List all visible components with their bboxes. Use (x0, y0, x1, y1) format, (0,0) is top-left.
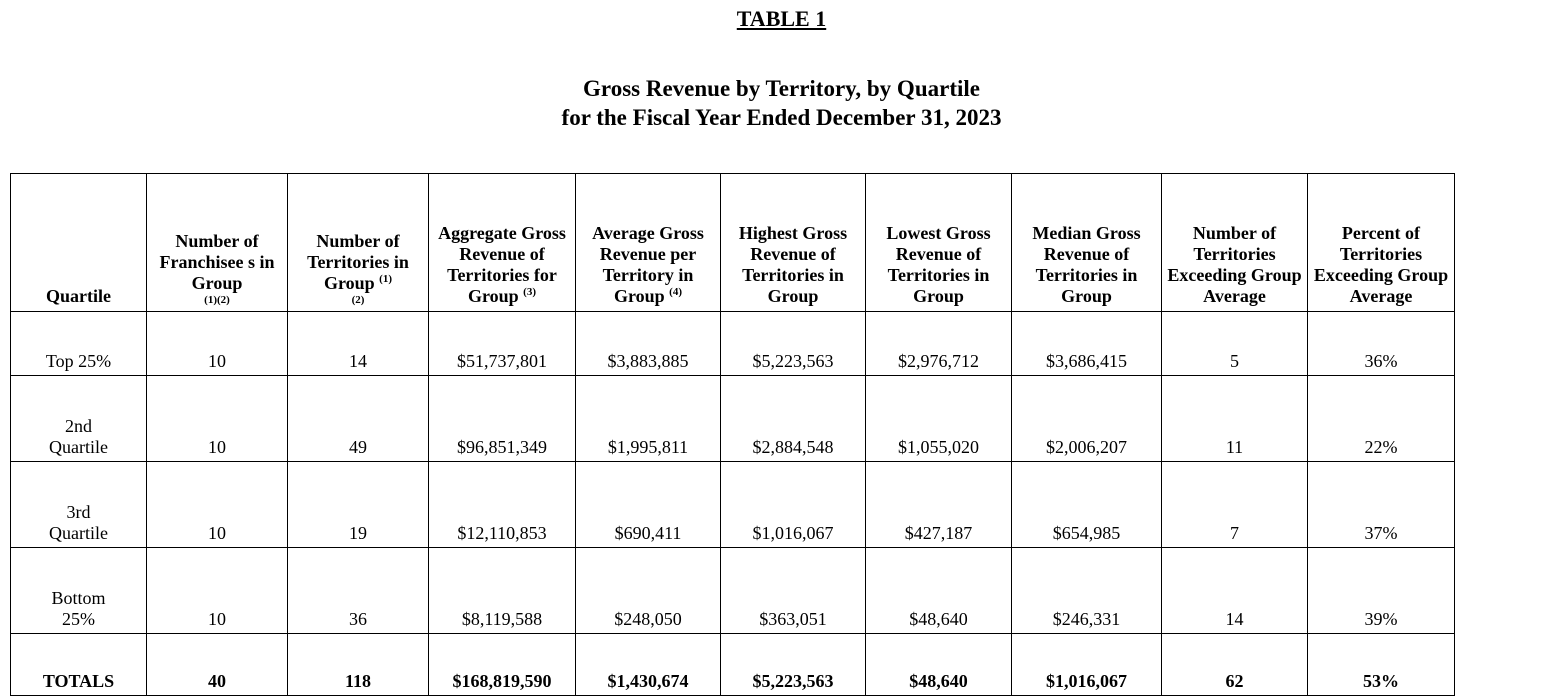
row-lowest: $1,055,020 (866, 376, 1012, 462)
row-lowest: $48,640 (866, 548, 1012, 634)
title-line-1: Gross Revenue by Territory, by Quartile (0, 74, 1563, 103)
row-quartile: Top 25% (11, 312, 147, 376)
totals-median: $1,016,067 (1012, 634, 1162, 696)
header-exceeding-percent: Percent of Territories Exceeding Group A… (1308, 174, 1455, 312)
row-exceeding-percent: 36% (1308, 312, 1455, 376)
row-exceeding-number: 14 (1162, 548, 1308, 634)
row-aggregate: $12,110,853 (429, 462, 576, 548)
row-highest: $1,016,067 (721, 462, 866, 548)
row-aggregate: $8,119,588 (429, 548, 576, 634)
row-highest: $5,223,563 (721, 312, 866, 376)
row-aggregate: $96,851,349 (429, 376, 576, 462)
header-territories: Number of Territories in Group (1)(2) (288, 174, 429, 312)
header-franchisees: Number of Franchisee s in Group(1)(2) (147, 174, 288, 312)
row-territories: 36 (288, 548, 429, 634)
totals-exceeding-number: 62 (1162, 634, 1308, 696)
row-exceeding-percent: 22% (1308, 376, 1455, 462)
row-aggregate: $51,737,801 (429, 312, 576, 376)
table-row: Top 25% 10 14 $51,737,801 $3,883,885 $5,… (11, 312, 1563, 376)
row-average: $1,995,811 (576, 376, 721, 462)
header-row: Quartile Number of Franchisee s in Group… (11, 174, 1563, 312)
header-median: Median Gross Revenue of Territories in G… (1012, 174, 1162, 312)
header-highest: Highest Gross Revenue of Territories in … (721, 174, 866, 312)
row-exceeding-number: 7 (1162, 462, 1308, 548)
header-lowest: Lowest Gross Revenue of Territories in G… (866, 174, 1012, 312)
header-territories-note: (2) (292, 294, 424, 307)
row-average: $3,883,885 (576, 312, 721, 376)
row-exceeding-number: 11 (1162, 376, 1308, 462)
row-lowest: $427,187 (866, 462, 1012, 548)
row-average: $248,050 (576, 548, 721, 634)
totals-lowest: $48,640 (866, 634, 1012, 696)
row-franchisees: 10 (147, 312, 288, 376)
row-lowest: $2,976,712 (866, 312, 1012, 376)
row-territories: 14 (288, 312, 429, 376)
row-territories: 19 (288, 462, 429, 548)
header-franchisees-note: (1)(2) (151, 294, 283, 307)
title-line-2: for the Fiscal Year Ended December 31, 2… (0, 103, 1563, 132)
header-aggregate: Aggregate Gross Revenue of Territories f… (429, 174, 576, 312)
row-average: $690,411 (576, 462, 721, 548)
row-territories: 49 (288, 376, 429, 462)
totals-aggregate: $168,819,590 (429, 634, 576, 696)
row-median: $654,985 (1012, 462, 1162, 548)
row-highest: $363,051 (721, 548, 866, 634)
totals-row: TOTALS 40 118 $168,819,590 $1,430,674 $5… (11, 634, 1563, 696)
row-median: $2,006,207 (1012, 376, 1162, 462)
row-franchisees: 10 (147, 376, 288, 462)
totals-territories: 118 (288, 634, 429, 696)
totals-exceeding-percent: 53% (1308, 634, 1455, 696)
table-title: Gross Revenue by Territory, by Quartile … (0, 74, 1563, 132)
row-median: $3,686,415 (1012, 312, 1162, 376)
table-label: TABLE 1 (0, 6, 1563, 32)
row-highest: $2,884,548 (721, 376, 866, 462)
totals-highest: $5,223,563 (721, 634, 866, 696)
revenue-table: Quartile Number of Franchisee s in Group… (10, 173, 1563, 696)
row-exceeding-percent: 39% (1308, 548, 1455, 634)
row-exceeding-number: 5 (1162, 312, 1308, 376)
header-quartile: Quartile (11, 174, 147, 312)
row-exceeding-percent: 37% (1308, 462, 1455, 548)
row-franchisees: 10 (147, 548, 288, 634)
row-median: $246,331 (1012, 548, 1162, 634)
totals-label: TOTALS (11, 634, 147, 696)
header-average: Average Gross Revenue per Territory in G… (576, 174, 721, 312)
header-exceeding-number: Number of Territories Exceeding Group Av… (1162, 174, 1308, 312)
totals-franchisees: 40 (147, 634, 288, 696)
totals-average: $1,430,674 (576, 634, 721, 696)
row-franchisees: 10 (147, 462, 288, 548)
